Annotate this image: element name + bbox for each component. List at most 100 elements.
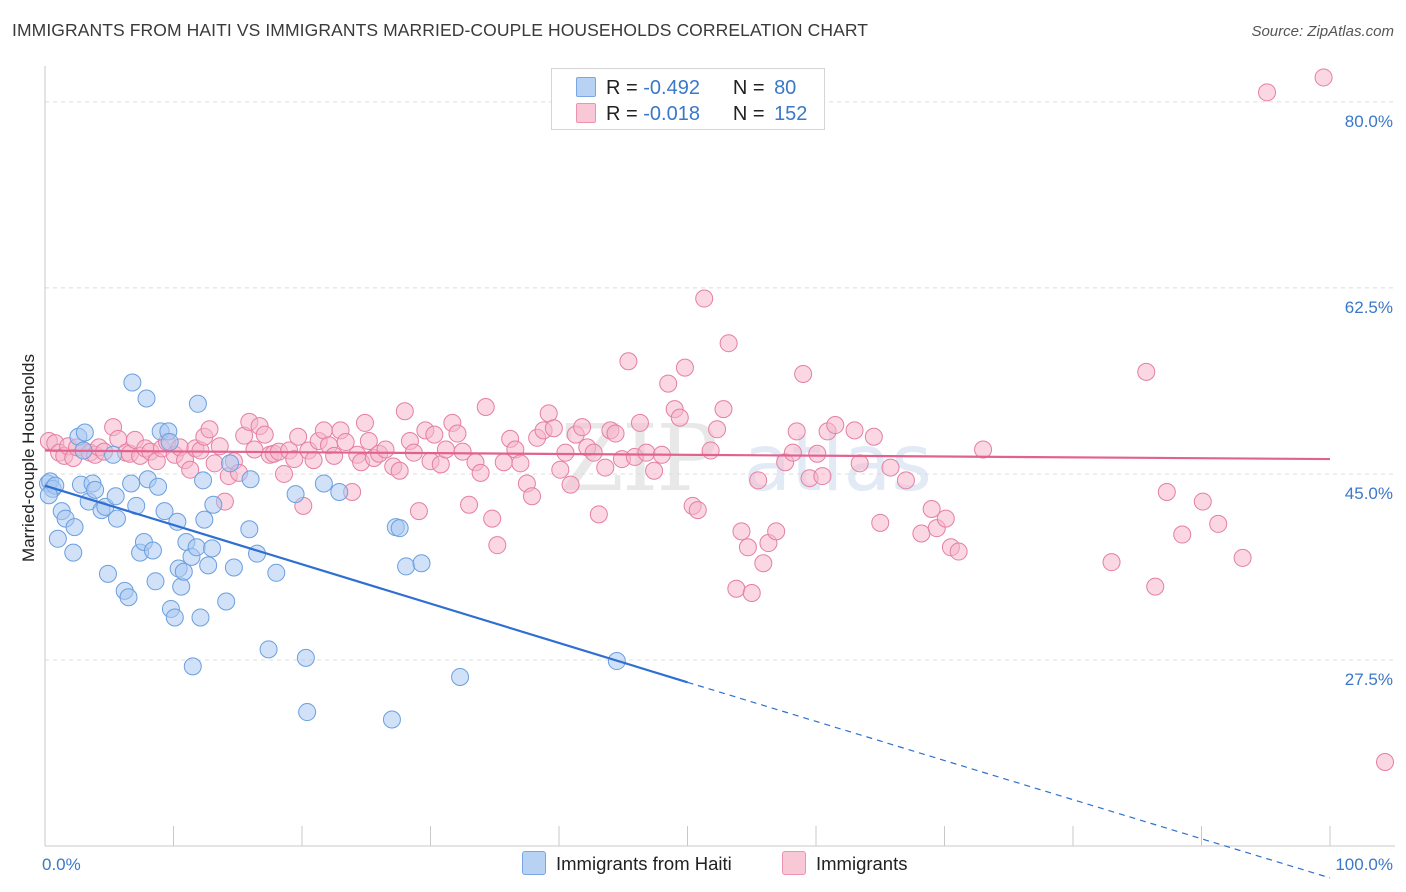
data-point bbox=[573, 418, 592, 437]
legend-n-label: N = bbox=[732, 77, 765, 99]
data-point bbox=[922, 500, 941, 519]
data-point bbox=[1193, 492, 1212, 511]
legend-r-value: -0.492 bbox=[643, 77, 700, 99]
data-point bbox=[187, 538, 206, 557]
data-point bbox=[412, 554, 431, 573]
data-point bbox=[382, 710, 401, 729]
data-point bbox=[630, 413, 649, 432]
data-point bbox=[75, 423, 94, 442]
data-point bbox=[245, 440, 264, 459]
y-axis-title: Married-couple Households bbox=[19, 354, 38, 562]
y-tick-label: 27.5% bbox=[1345, 670, 1393, 689]
data-point bbox=[199, 556, 218, 575]
data-point bbox=[1157, 483, 1176, 502]
data-point bbox=[949, 542, 968, 561]
data-point bbox=[561, 475, 580, 494]
data-point bbox=[275, 464, 294, 483]
data-point bbox=[451, 667, 470, 686]
data-point bbox=[204, 495, 223, 514]
data-point bbox=[123, 373, 142, 392]
data-point bbox=[670, 408, 689, 427]
data-point bbox=[523, 487, 542, 506]
data-point bbox=[195, 510, 214, 529]
data-point bbox=[850, 454, 869, 473]
data-point bbox=[188, 394, 207, 413]
data-point bbox=[1209, 514, 1228, 533]
data-point bbox=[122, 474, 141, 493]
data-point bbox=[544, 419, 563, 438]
data-point bbox=[285, 450, 304, 469]
data-point bbox=[675, 358, 694, 377]
data-point bbox=[596, 458, 615, 477]
data-point bbox=[240, 520, 259, 539]
data-point bbox=[181, 460, 200, 479]
data-point bbox=[695, 289, 714, 308]
data-point bbox=[732, 522, 751, 541]
data-point bbox=[210, 437, 229, 456]
data-point bbox=[436, 440, 455, 459]
data-point bbox=[488, 536, 507, 555]
data-point bbox=[200, 420, 219, 439]
data-point bbox=[395, 402, 414, 421]
data-point bbox=[390, 519, 409, 538]
data-point bbox=[390, 461, 409, 480]
data-point bbox=[65, 518, 84, 537]
data-point bbox=[864, 427, 883, 446]
data-point bbox=[606, 424, 625, 443]
data-point bbox=[1146, 577, 1165, 596]
legend-row-haiti: R = -0.492 N = 80 bbox=[576, 77, 796, 101]
data-point bbox=[355, 413, 374, 432]
grid-lines bbox=[45, 101, 1395, 661]
data-point bbox=[289, 427, 308, 446]
y-tick-label: 62.5% bbox=[1345, 298, 1393, 317]
data-point bbox=[160, 433, 179, 452]
data-point bbox=[217, 592, 236, 611]
data-point bbox=[460, 495, 479, 514]
data-point bbox=[808, 444, 827, 463]
data-point bbox=[688, 501, 707, 520]
legend-n-label: N = bbox=[732, 103, 765, 125]
data-point bbox=[119, 588, 138, 607]
data-point bbox=[146, 572, 165, 591]
data-point bbox=[137, 389, 156, 408]
data-point bbox=[826, 416, 845, 435]
legend-r-label: R = bbox=[606, 103, 638, 125]
data-point bbox=[871, 513, 890, 532]
data-point bbox=[1173, 525, 1192, 544]
data-point bbox=[1376, 753, 1394, 772]
data-point bbox=[409, 502, 428, 521]
legend-n-value: 152 bbox=[774, 103, 808, 125]
correlation-legend: R = -0.492 N = 80 R = -0.018 N = 152 bbox=[551, 68, 825, 130]
data-point bbox=[107, 509, 126, 528]
axis-labels: 27.5% 45.0% 62.5% 80.0% 0.0% 100.0% Married-co… bbox=[19, 112, 1393, 874]
trend-line-immigrants bbox=[44, 449, 1331, 461]
data-point bbox=[183, 657, 202, 676]
data-point bbox=[511, 454, 530, 473]
data-point bbox=[205, 454, 224, 473]
data-point bbox=[86, 480, 105, 499]
data-point bbox=[448, 424, 467, 443]
data-point bbox=[224, 558, 243, 577]
legend-r-value: -0.018 bbox=[643, 103, 700, 125]
legend-swatch-immigrants bbox=[576, 103, 596, 123]
data-point bbox=[255, 425, 274, 444]
chart-source: Source: ZipAtlas.com bbox=[1251, 23, 1394, 40]
data-point bbox=[296, 648, 315, 667]
data-point bbox=[241, 470, 260, 489]
data-point bbox=[143, 541, 162, 560]
x-tick-label: 0.0% bbox=[42, 855, 81, 874]
data-point bbox=[645, 461, 664, 480]
legend-swatch-haiti bbox=[576, 77, 596, 97]
data-point bbox=[896, 471, 915, 490]
data-point bbox=[589, 505, 608, 524]
data-point bbox=[194, 471, 213, 490]
data-point bbox=[551, 460, 570, 479]
bottom-legend-label-immigrants: Immigrants bbox=[816, 853, 908, 874]
data-point bbox=[974, 440, 993, 459]
bottom-legend-label-haiti: Immigrants from Haiti bbox=[556, 853, 732, 874]
data-point bbox=[64, 543, 83, 562]
data-point bbox=[619, 352, 638, 371]
data-point bbox=[708, 420, 727, 439]
data-point bbox=[783, 443, 802, 462]
data-point bbox=[286, 485, 305, 504]
